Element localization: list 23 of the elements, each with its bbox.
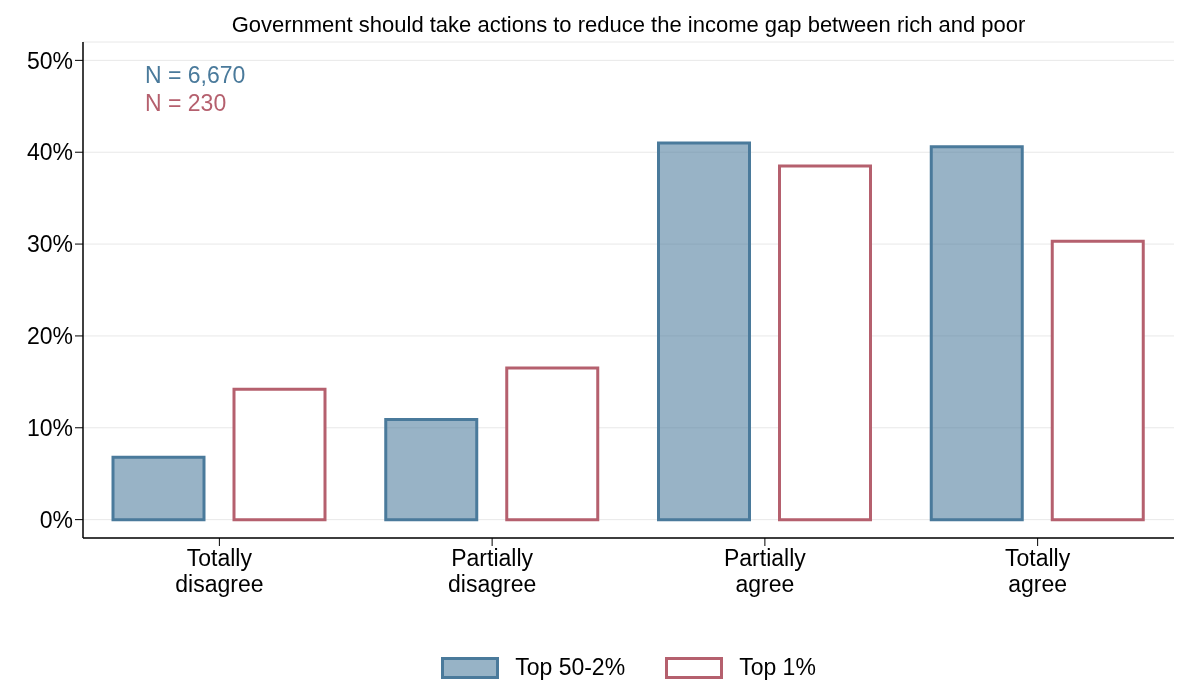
bar	[778, 164, 872, 522]
y-tick-label: 0%	[39, 506, 73, 533]
y-tick-label: 40%	[26, 139, 73, 166]
x-tick-label: Partially agree	[723, 545, 807, 597]
annotation: N = 230	[145, 90, 227, 117]
bar	[232, 387, 327, 522]
legend-label: Top 50-2%	[514, 654, 626, 681]
y-tick-label: 50%	[26, 47, 73, 74]
bar	[111, 455, 206, 522]
x-tick-label: Totally disagree	[175, 545, 264, 597]
x-tick-label: Partially disagree	[448, 545, 537, 597]
chart-title: Government should take actions to reduce the income gap between rich and poor	[230, 12, 1027, 38]
bar	[1050, 239, 1145, 522]
bar	[505, 366, 600, 522]
bar	[384, 418, 479, 522]
bar	[929, 145, 1024, 522]
y-tick-label: 30%	[26, 231, 73, 258]
y-tick-label: 10%	[26, 414, 73, 441]
bar	[657, 141, 751, 522]
x-tick-label: Totally agree	[1005, 545, 1071, 597]
annotation: N = 6,670	[145, 62, 246, 89]
y-tick-label: 20%	[26, 323, 73, 350]
legend-label: Top 1%	[738, 654, 816, 681]
